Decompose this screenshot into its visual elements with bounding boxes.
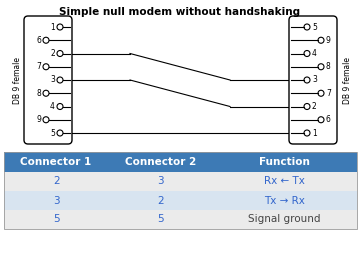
Text: 2: 2 [157,196,164,205]
Text: Tx → Rx: Tx → Rx [264,196,305,205]
Bar [4,172,357,191]
Text: 8: 8 [326,62,331,71]
Text: DB 9 female: DB 9 female [13,56,22,104]
Text: Connector 2: Connector 2 [125,157,196,167]
Text: Simple null modem without handshaking: Simple null modem without handshaking [60,7,301,17]
Text: Function: Function [259,157,310,167]
Text: 8: 8 [36,89,41,98]
Text: 9: 9 [326,36,331,45]
Text: 5: 5 [50,128,55,138]
Text: 1: 1 [50,23,55,32]
Text: 4: 4 [50,102,55,111]
Text: 5: 5 [312,23,317,32]
Bar [4,152,357,172]
Text: 9: 9 [36,115,41,124]
Text: 4: 4 [312,49,317,58]
Text: 2: 2 [50,49,55,58]
Text: DB 9 female: DB 9 female [343,56,352,104]
Text: Rx ← Tx: Rx ← Tx [264,176,305,186]
Text: 3: 3 [312,76,317,84]
Text: Signal ground: Signal ground [248,214,321,225]
Text: 3: 3 [157,176,164,186]
Text: 1: 1 [312,128,317,138]
Text: 2: 2 [312,102,317,111]
Bar [4,210,357,229]
Text: 6: 6 [326,115,331,124]
Text: 2: 2 [53,176,59,186]
FancyBboxPatch shape [289,16,337,144]
Bar [4,152,357,229]
Text: 3: 3 [50,76,55,84]
Text: 5: 5 [53,214,59,225]
Bar [4,191,357,210]
Text: 7: 7 [36,62,41,71]
Text: Connector 1: Connector 1 [21,157,92,167]
Text: 5: 5 [157,214,164,225]
FancyBboxPatch shape [24,16,72,144]
Text: 3: 3 [53,196,59,205]
Text: 6: 6 [36,36,41,45]
Text: 7: 7 [326,89,331,98]
